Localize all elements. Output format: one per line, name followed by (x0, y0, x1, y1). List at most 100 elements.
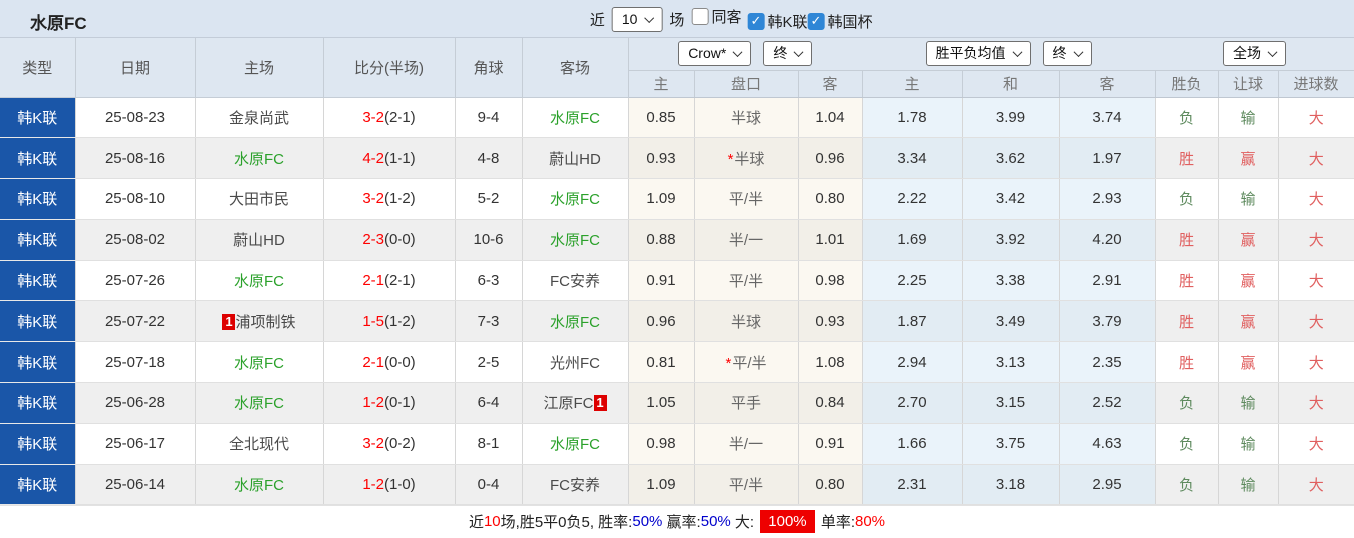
handicap-line-cell: *平/半 (694, 341, 799, 384)
avg-away-odds-cell: 4.63 (1059, 423, 1156, 465)
handicap-result-cell: 输 (1218, 178, 1279, 220)
big-rate-badge: 100% (760, 510, 815, 534)
full-time-score: 4-2 (362, 149, 384, 167)
date-cell: 25-06-14 (75, 464, 196, 506)
team-name: FC安养 (550, 477, 600, 495)
score-cell: 2-1(2-1) (323, 260, 456, 302)
asian-away-odds-cell: 1.01 (798, 219, 863, 261)
scope-select[interactable]: 全场 (1223, 41, 1287, 67)
avg-draw-odds-cell: 3.15 (962, 382, 1060, 424)
away-team-cell: 水原FC (522, 178, 629, 220)
full-time-score: 1-2 (362, 394, 384, 412)
sub-column-header: 盘口 (694, 69, 799, 98)
handicap-line-cell: 平手 (694, 382, 799, 424)
avg-draw-odds-cell: 3.75 (962, 423, 1060, 465)
chevron-down-icon (732, 47, 743, 58)
score-cell: 2-1(0-0) (323, 341, 456, 384)
avg-home-odds-cell: 2.22 (862, 178, 963, 220)
near-label: 近 (589, 11, 605, 29)
asian-home-odds-cell: 0.85 (628, 97, 695, 139)
outcome-cell: 负 (1155, 97, 1219, 139)
corner-cell: 6-3 (455, 260, 523, 302)
away-team-cell: 水原FC (522, 97, 629, 139)
handicap-line-cell: 半球 (694, 97, 799, 139)
date-cell: 25-06-28 (75, 382, 196, 424)
match-row: 韩K联 25-07-18 水原FC 2-1(0-0) 2-5 光州FC 0.81 *平/半 1.… (0, 341, 1354, 384)
outcome-cell: 胜 (1155, 300, 1219, 343)
date-cell: 25-08-16 (75, 137, 196, 180)
match-row: 韩K联 25-08-10 大田市民 3-2(1-2) 5-2 水原FC 1.09 平/半 0.8… (0, 178, 1354, 220)
team-name: 水原FC (234, 395, 284, 413)
topbar: 水原FC 近 10 场 同客 ✓ 韩K联 ✓ 韩国杯 (0, 0, 1354, 38)
match-row: 韩K联 25-07-22 1 浦项制铁 1-5(1-2) 7-3 水原FC 0.96 半球 0.9… (0, 300, 1354, 343)
asian-away-odds-cell: 0.91 (798, 423, 863, 465)
handicap-result-cell: 输 (1218, 423, 1279, 465)
asian-away-odds-cell: 0.93 (798, 300, 863, 343)
avg-home-odds-cell: 2.94 (862, 341, 963, 384)
avg-state-select[interactable]: 终 (1042, 41, 1092, 67)
date-cell: 25-07-26 (75, 260, 196, 302)
handicap-line: 半/一 (728, 232, 764, 250)
team-name: 浦项制铁 (235, 313, 296, 331)
home-team-cell: 水原FC (195, 137, 324, 180)
avg-draw-odds-cell: 3.18 (962, 464, 1060, 506)
column-header: 主场 (195, 38, 324, 98)
checkbox-label: 韩国杯 (827, 13, 873, 31)
away-team-cell: 水原FC (522, 423, 629, 465)
sub-column-header: 客 (1059, 69, 1156, 98)
date-cell: 25-07-18 (75, 341, 196, 384)
cup-checkbox[interactable]: ✓ 韩国杯 (807, 11, 872, 32)
summary-segment: 大: (730, 514, 759, 532)
red-badge: 1 (222, 313, 236, 330)
odds-source-select[interactable]: Crow* (678, 41, 752, 67)
handicap-line: 平手 (730, 395, 761, 413)
column-header: 类型 (0, 38, 76, 98)
column-header: 日期 (75, 38, 196, 98)
chevron-down-icon (1073, 47, 1083, 58)
handicap-line-cell: *半球 (694, 137, 799, 180)
half-time-score: (2-1) (384, 272, 416, 290)
team-name: 水原FC (550, 313, 600, 331)
matches-table: 类型 日期 主场 比分(半场) 角球 客场 Crow* 终 胜平负均值 (0, 38, 1354, 506)
odds-state-select[interactable]: 终 (763, 41, 813, 67)
avg-odds-select[interactable]: 胜平负均值 (925, 41, 1031, 67)
match-row: 韩K联 25-08-02 蔚山HD 2-3(0-0) 10-6 水原FC 0.88 半/一 1.… (0, 219, 1354, 261)
away-team-cell: 水原FC (522, 300, 629, 343)
half-time-score: (2-1) (384, 108, 416, 126)
summary-segment: 10 (483, 513, 501, 531)
recent-count-select[interactable]: 10 (611, 6, 663, 32)
checked-checkbox-icon: ✓ (807, 12, 825, 30)
scope-value: 全场 (1233, 45, 1262, 62)
asian-home-odds-cell: 1.09 (628, 464, 695, 506)
away-team-cell: 光州FC (522, 341, 629, 384)
avg-away-odds-cell: 3.74 (1059, 97, 1156, 139)
league-cell: 韩K联 (0, 97, 76, 139)
star-marker: * (725, 354, 732, 372)
column-header: 客场 (522, 38, 629, 98)
corner-cell: 4-8 (455, 137, 523, 180)
summary-segment: 50% (700, 513, 731, 531)
half-time-score: (1-2) (384, 312, 416, 330)
league-cell: 韩K联 (0, 137, 76, 180)
handicap-line-cell: 平/半 (694, 464, 799, 506)
team-name: 金泉尚武 (228, 109, 289, 127)
corner-cell: 7-3 (455, 300, 523, 343)
corner-cell: 0-4 (455, 464, 523, 506)
outcome-cell: 胜 (1155, 260, 1219, 302)
sub-column-header: 主 (862, 69, 963, 98)
handicap-result-cell: 输 (1218, 97, 1279, 139)
team-name: 大田市民 (228, 191, 289, 209)
asian-home-odds-cell: 0.98 (628, 423, 695, 465)
sub-column-header: 让球 (1218, 69, 1279, 98)
sub-column-header: 胜负 (1155, 69, 1219, 98)
corner-cell: 5-2 (455, 178, 523, 220)
goals-result-cell: 大 (1278, 300, 1354, 343)
scope-header-group: 全场 (1155, 38, 1354, 70)
date-cell: 25-07-22 (75, 300, 196, 343)
date-cell: 25-06-17 (75, 423, 196, 465)
full-time-score: 2-3 (362, 231, 384, 249)
league-checkbox[interactable]: ✓ 韩K联 (747, 11, 807, 32)
same-venue-checkbox[interactable]: 同客 (691, 6, 741, 27)
chevron-down-icon (643, 12, 654, 23)
league-cell: 韩K联 (0, 464, 76, 506)
